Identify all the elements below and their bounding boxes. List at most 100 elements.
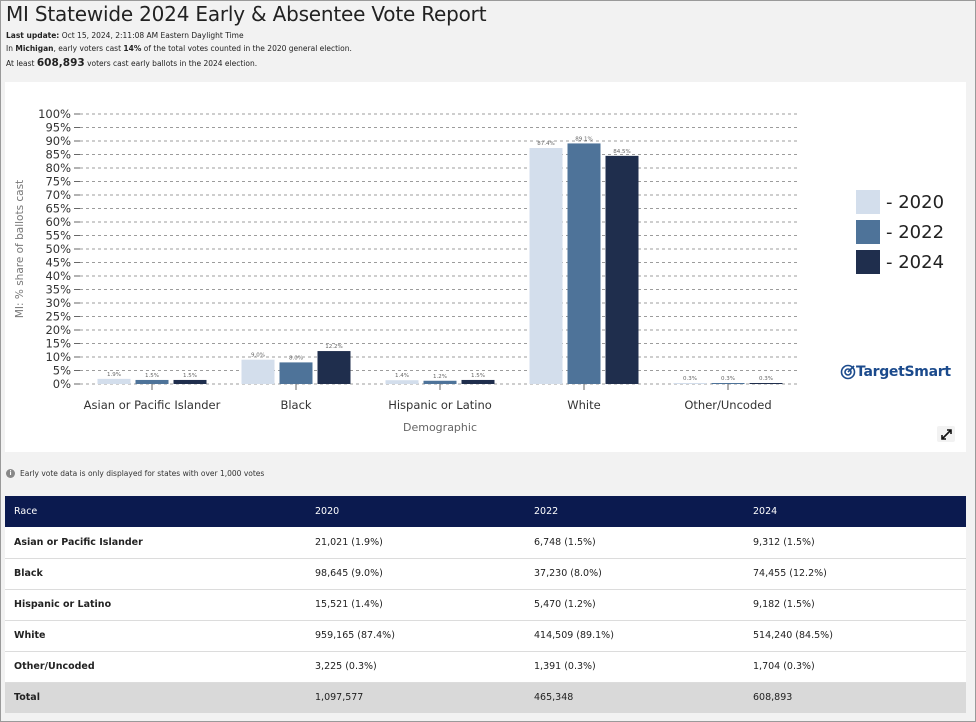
table-row: Black 98,645 (9.0%) 37,230 (8.0%) 74,455… <box>5 558 966 590</box>
legend-item-2020: - 2020 <box>856 187 956 217</box>
legend-label-2022: - 2022 <box>886 221 945 243</box>
bar-2020 <box>529 148 563 384</box>
total-label-cell: Total <box>5 682 306 713</box>
bar-value-label: 1.5% <box>183 373 197 379</box>
table-row: Other/Uncoded 3,225 (0.3%) 1,391 (0.3%) … <box>5 651 966 683</box>
x-tick-label: Asian or Pacific Islander <box>84 398 221 412</box>
legend-label-2020: - 2020 <box>886 191 945 213</box>
target-logo-icon <box>840 364 856 380</box>
y-tick-label: 90% <box>45 134 71 148</box>
bar-value-label: 1.2% <box>433 374 447 380</box>
value-cell-2020: 15,521 (1.4%) <box>306 589 525 621</box>
value-cell-2024: 514,240 (84.5%) <box>744 620 966 652</box>
info-note: i Early vote data is only displayed for … <box>6 469 264 478</box>
bar-2020 <box>385 380 419 384</box>
column-header-2024[interactable]: 2024 <box>744 496 966 527</box>
info-note-text: Early vote data is only displayed for st… <box>20 469 265 478</box>
bar-value-label: 89.1% <box>575 136 592 142</box>
bar-value-label: 0.3% <box>721 376 735 382</box>
summary-text: of the total votes counted in the 2020 g… <box>143 44 352 53</box>
early-ballot-count: 608,893 <box>36 57 85 69</box>
legend-swatch-2020 <box>856 190 880 214</box>
race-cell: White <box>5 620 306 652</box>
bar-value-label: 1.5% <box>471 373 485 379</box>
summary-text: voters cast early ballots in the 2024 el… <box>87 59 258 68</box>
value-cell-2020: 98,645 (9.0%) <box>306 558 525 590</box>
value-cell-2022: 37,230 (8.0%) <box>525 558 744 590</box>
bar-2022 <box>279 362 313 384</box>
last-update-label: Last update: <box>6 31 60 40</box>
legend-item-2024: - 2024 <box>856 247 956 277</box>
column-header-2022[interactable]: 2022 <box>525 496 744 527</box>
bar-2024 <box>317 351 351 384</box>
total-cell-2020: 1,097,577 <box>306 682 525 713</box>
race-table: Race 2020 2022 2024 Asian or Pacific Isl… <box>5 496 966 713</box>
y-axis-title: MI: % share of ballots cast <box>14 180 26 318</box>
y-tick-label: 75% <box>45 175 71 189</box>
total-cell-2022: 465,348 <box>525 682 744 713</box>
x-tick-label: Other/Uncoded <box>684 398 771 412</box>
y-tick-label: 80% <box>45 161 71 175</box>
summary-text: , early voters cast <box>53 44 122 53</box>
race-cell: Black <box>5 558 306 590</box>
bar-value-label: 1.4% <box>395 373 409 379</box>
race-cell: Asian or Pacific Islander <box>5 527 306 559</box>
column-header-2020[interactable]: 2020 <box>306 496 525 527</box>
value-cell-2020: 21,021 (1.9%) <box>306 527 525 559</box>
bar-2022 <box>567 143 601 384</box>
bar-2024 <box>461 379 495 384</box>
bar-2022 <box>135 379 169 384</box>
legend-item-2022: - 2022 <box>856 217 956 247</box>
value-cell-2024: 9,182 (1.5%) <box>744 589 966 621</box>
table-header-row: Race 2020 2022 2024 <box>5 496 966 527</box>
summary-text: In <box>6 44 13 53</box>
bar-2020 <box>241 359 275 384</box>
legend-label-2024: - 2024 <box>886 251 945 273</box>
bar-2020 <box>97 378 131 384</box>
y-tick-label: 10% <box>45 350 71 364</box>
bar-value-label: 0.3% <box>759 376 773 382</box>
bar-value-label: 12.2% <box>325 344 342 350</box>
value-cell-2024: 74,455 (12.2%) <box>744 558 966 590</box>
expand-icon <box>940 428 952 440</box>
y-tick-label: 25% <box>45 310 71 324</box>
value-cell-2022: 5,470 (1.2%) <box>525 589 744 621</box>
expand-chart-button[interactable] <box>937 426 955 442</box>
bar-chart: 0%5%10%15%20%25%30%35%40%45%50%55%60%65%… <box>14 107 800 434</box>
y-tick-label: 50% <box>45 242 71 256</box>
bar-value-label: 8.0% <box>289 355 303 361</box>
y-tick-label: 65% <box>45 202 71 216</box>
x-axis-title: Demographic <box>403 421 477 434</box>
race-cell: Hispanic or Latino <box>5 589 306 621</box>
legend-swatch-2022 <box>856 220 880 244</box>
y-tick-label: 70% <box>45 188 71 202</box>
y-tick-label: 60% <box>45 215 71 229</box>
bar-value-label: 84.5% <box>613 149 630 155</box>
x-tick-label: Hispanic or Latino <box>388 398 492 412</box>
bar-2024 <box>605 155 639 384</box>
value-cell-2024: 1,704 (0.3%) <box>744 651 966 683</box>
info-icon: i <box>6 469 15 478</box>
y-tick-label: 20% <box>45 323 71 337</box>
value-cell-2022: 1,391 (0.3%) <box>525 651 744 683</box>
y-tick-label: 45% <box>45 256 71 270</box>
targetsmart-logo: TargetSmart <box>840 364 951 380</box>
bar-2024 <box>749 383 783 384</box>
value-cell-2022: 414,509 (89.1%) <box>525 620 744 652</box>
bar-2022 <box>711 383 745 384</box>
value-cell-2024: 9,312 (1.5%) <box>744 527 966 559</box>
y-tick-label: 95% <box>45 121 71 135</box>
y-tick-label: 35% <box>45 283 71 297</box>
turnout-summary-line: In Michigan, early voters cast 14% of th… <box>6 44 352 53</box>
bar-2020 <box>673 383 707 384</box>
value-cell-2020: 3,225 (0.3%) <box>306 651 525 683</box>
value-cell-2020: 959,165 (87.4%) <box>306 620 525 652</box>
last-update-line: Last update: Oct 15, 2024, 2:11:08 AM Ea… <box>6 31 244 40</box>
table-row: Hispanic or Latino 15,521 (1.4%) 5,470 (… <box>5 589 966 621</box>
legend-swatch-2024 <box>856 250 880 274</box>
race-cell: Other/Uncoded <box>5 651 306 683</box>
column-header-race[interactable]: Race <box>5 496 306 527</box>
table-row: White 959,165 (87.4%) 414,509 (89.1%) 51… <box>5 620 966 652</box>
y-tick-label: 0% <box>53 377 71 391</box>
last-update-value: Oct 15, 2024, 2:11:08 AM Eastern Dayligh… <box>61 31 244 40</box>
